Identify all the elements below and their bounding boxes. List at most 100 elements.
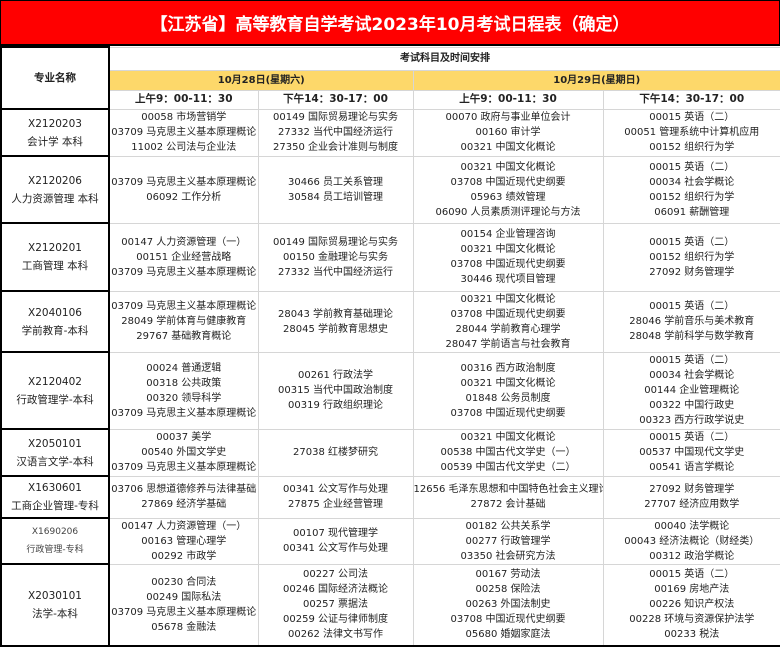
- exam-subject: 28046 学前音乐与美术教育: [604, 314, 780, 329]
- date-header-day2: 10月29日(星期日): [413, 70, 780, 90]
- exam-subject: 03709 马克思主义基本原理概论: [110, 605, 258, 620]
- exam-subject: 05678 金融法: [110, 620, 258, 635]
- exam-session-cell: 27038 红楼梦研究: [258, 429, 413, 476]
- exam-subject: 06090 人员素质测评理论与方法: [414, 205, 603, 220]
- exam-subject: 00319 行政组织理论: [259, 398, 413, 413]
- major-name: 工商管理 本科: [2, 257, 108, 275]
- exam-subject: 00034 社会学概论: [604, 368, 780, 383]
- major-code: X2030101: [2, 587, 108, 605]
- exam-subject: 00043 经济法概论（财经类）: [604, 534, 780, 549]
- exam-subject: 00230 合同法: [110, 575, 258, 590]
- exam-subject: 00321 中国文化概论: [414, 242, 603, 257]
- exam-subject: 00323 西方行政学说史: [604, 413, 780, 428]
- exam-subject: 30446 现代项目管理: [414, 272, 603, 287]
- exam-subject: 06092 工作分析: [110, 190, 258, 205]
- major-name: 人力资源管理 本科: [2, 190, 108, 208]
- exam-subject: 00316 西方政治制度: [414, 361, 603, 376]
- exam-subject: 05680 婚姻家庭法: [414, 627, 603, 642]
- exam-subject: 00152 组织行为学: [604, 250, 780, 265]
- exam-subject: 03708 中国近现代史纲要: [414, 406, 603, 421]
- major-code: X2040106: [2, 304, 108, 322]
- exam-subject: 03709 马克思主义基本原理概论: [110, 406, 258, 421]
- exam-subject: 00160 审计学: [414, 125, 603, 140]
- exam-subject: 03709 马克思主义基本原理概论: [110, 460, 258, 475]
- exam-subject: 00015 英语（二）: [604, 430, 780, 445]
- exam-subject: 28049 学前体育与健康教育: [110, 314, 258, 329]
- exam-subject: 00147 人力资源管理（一）: [110, 519, 258, 534]
- exam-subject: 00341 公文写作与处理: [259, 541, 413, 556]
- exam-session-cell: 12656 毛泽东思想和中国特色社会主义理论体系概论27872 会计基础: [413, 476, 603, 518]
- exam-subject: 00151 企业经营战略: [110, 250, 258, 265]
- exam-subject: 00147 人力资源管理（一）: [110, 235, 258, 250]
- exam-subject: 00058 市场营销学: [110, 110, 258, 125]
- major-code: X2120402: [2, 373, 108, 391]
- exam-subject: 00320 领导科学: [110, 391, 258, 406]
- exam-subject: 00262 法律文书写作: [259, 627, 413, 642]
- exam-subject: 00341 公文写作与处理: [259, 482, 413, 497]
- exam-subject: 03706 思想道德修养与法律基础: [110, 482, 258, 497]
- exam-subject: 00259 公证与律师制度: [259, 612, 413, 627]
- exam-subject: 28044 学前教育心理学: [414, 322, 603, 337]
- exam-subject: 03708 中国近现代史纲要: [414, 612, 603, 627]
- exam-subject: 05963 绩效管理: [414, 190, 603, 205]
- exam-subject: 00167 劳动法: [414, 567, 603, 582]
- exam-subject: 28043 学前教育基础理论: [259, 307, 413, 322]
- exam-subject: 27092 财务管理学: [604, 265, 780, 280]
- exam-subject: 03709 马克思主义基本原理概论: [110, 125, 258, 140]
- major-code: X2120206: [2, 172, 108, 190]
- major-name: 工商企业管理-专科: [2, 497, 108, 515]
- major-code: X1630601: [2, 479, 108, 497]
- exam-subject: 00107 现代管理学: [259, 526, 413, 541]
- exam-subject: 00258 保险法: [414, 582, 603, 597]
- exam-subject: 00263 外国法制史: [414, 597, 603, 612]
- exam-subject: 01848 公务员制度: [414, 391, 603, 406]
- exam-subject: 06091 薪酬管理: [604, 205, 780, 220]
- exam-subject: 00015 英语（二）: [604, 299, 780, 314]
- exam-subject: 00152 组织行为学: [604, 190, 780, 205]
- exam-subject: 00037 美学: [110, 430, 258, 445]
- major-name: 学前教育-本科: [2, 322, 108, 340]
- exam-subject: 27869 经济学基础: [110, 497, 258, 512]
- exam-subject: 00226 知识产权法: [604, 597, 780, 612]
- time-header: 下午14：30-17：00: [258, 90, 413, 109]
- page-title: 【江苏省】高等教育自学考试2023年10月考试日程表（确定）: [0, 0, 780, 46]
- exam-subject: 00070 政府与事业单位会计: [414, 110, 603, 125]
- exam-subject: 00163 管理心理学: [110, 534, 258, 549]
- exam-subject: 00182 公共关系学: [414, 519, 603, 534]
- exam-subject: 00152 组织行为学: [604, 140, 780, 155]
- major-code: X2050101: [2, 435, 108, 453]
- exam-subject: 00249 国际私法: [110, 590, 258, 605]
- exam-subject: 27332 当代中国经济运行: [259, 125, 413, 140]
- exam-subject: 00312 政治学概论: [604, 549, 780, 564]
- major-name: 汉语言文学-本科: [2, 453, 108, 471]
- major-code: X1690206: [2, 523, 108, 541]
